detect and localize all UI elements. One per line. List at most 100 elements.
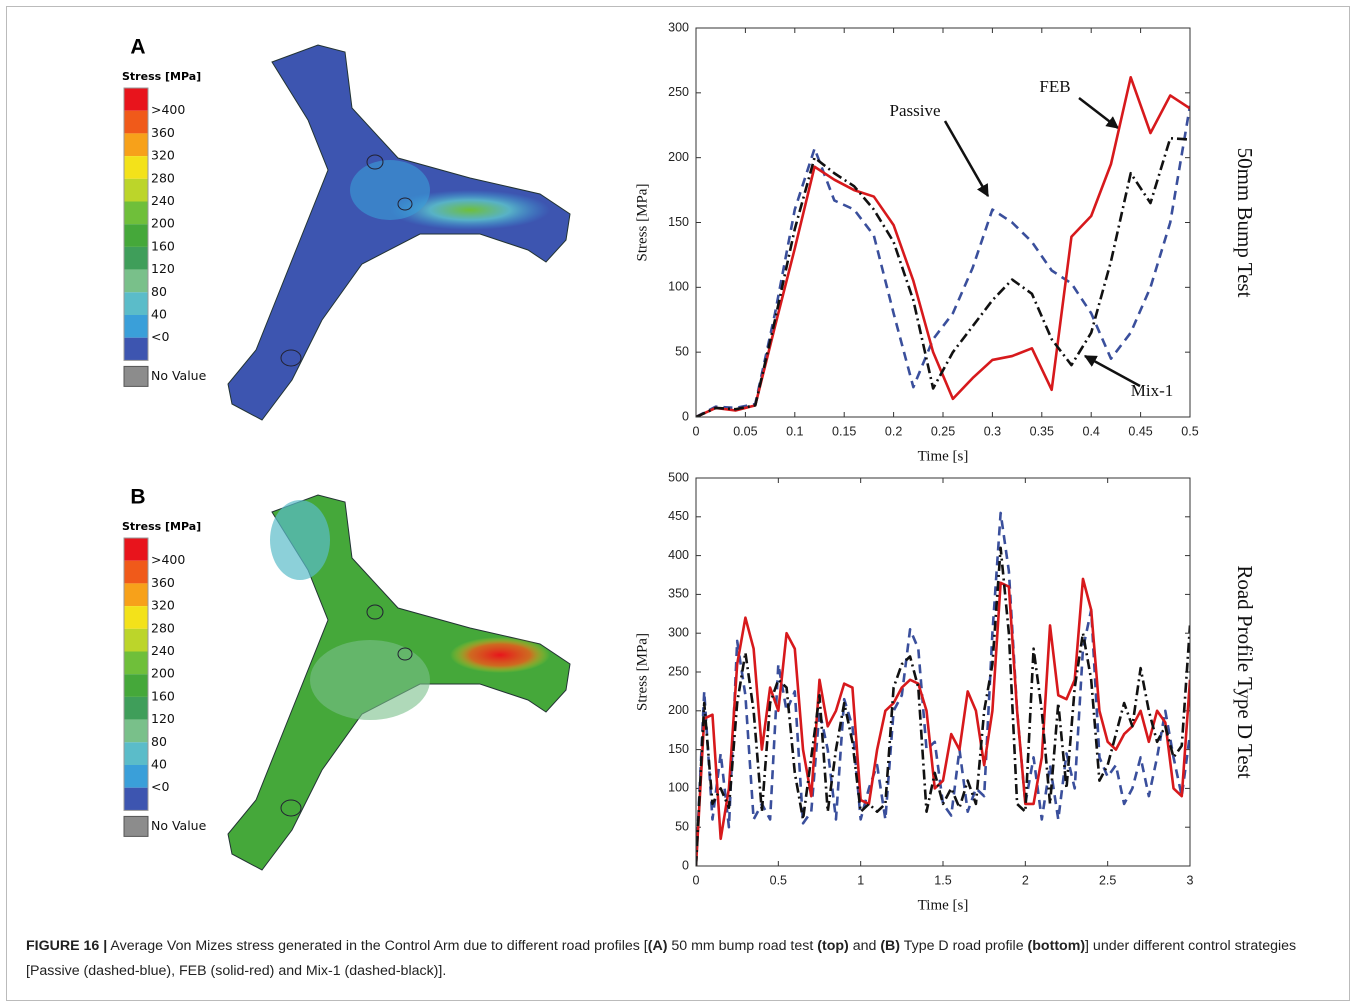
legend-swatch [124, 652, 148, 675]
legend-swatch [124, 111, 148, 134]
control-arm-b [228, 495, 570, 870]
x-tick-label: 0.15 [832, 424, 856, 438]
legend-label: 360 [151, 575, 175, 590]
legend-label: 80 [151, 734, 167, 749]
legend-title: Stress [MPa] [122, 520, 201, 533]
x-tick-label: 0.25 [931, 424, 955, 438]
legend-swatch [124, 315, 148, 338]
legend-swatch [124, 765, 148, 788]
legend-label: 200 [151, 666, 175, 681]
caption: FIGURE 16 | Average Von Mizes stress gen… [26, 934, 1326, 984]
series-line [696, 77, 1190, 417]
legend-label: 360 [151, 125, 175, 140]
caption-text: (bottom) [1028, 938, 1086, 954]
side-title: 50mm Bump Test [1233, 148, 1257, 298]
legend-swatch [124, 561, 148, 584]
side-title: Road Profile Type D Test [1233, 565, 1257, 778]
x-tick-label: 0.1 [786, 424, 803, 438]
legend-label: 240 [151, 193, 175, 208]
caption-text: (A) [648, 938, 668, 954]
legend-label: 80 [151, 284, 167, 299]
legend-label: 200 [151, 216, 175, 231]
annotation: FEB [1039, 77, 1070, 96]
annotation: Passive [890, 101, 941, 120]
panel-label: B [130, 486, 145, 509]
x-tick-label: 0.5 [1181, 424, 1198, 438]
legend-swatch [124, 270, 148, 293]
legend-swatch [124, 179, 148, 202]
legend-label: 40 [151, 757, 167, 772]
legend-swatch [124, 788, 148, 811]
x-tick-label: 2 [1022, 873, 1029, 887]
x-axis-label: Time [s] [918, 897, 969, 913]
legend-label: <0 [151, 779, 169, 794]
y-tick-label: 250 [668, 85, 689, 99]
caption-text: (B) [880, 938, 900, 954]
annotation-arrow [945, 121, 988, 196]
y-tick-label: 150 [668, 742, 689, 756]
legend-label: 320 [151, 148, 175, 163]
legend-label: >400 [151, 102, 185, 117]
legend-label: 120 [151, 261, 175, 276]
legend-title: Stress [MPa] [122, 70, 201, 83]
y-axis-label: Stress [MPa] [634, 633, 650, 711]
legend-label: >400 [151, 552, 185, 567]
legend-label: 160 [151, 688, 175, 703]
legend-label: <0 [151, 329, 169, 344]
x-tick-label: 0.05 [733, 424, 757, 438]
legend-label: 280 [151, 170, 175, 185]
legend-swatch [124, 88, 148, 111]
x-tick-label: 0.5 [770, 873, 787, 887]
legend-label: 160 [151, 238, 175, 253]
x-tick-label: 0 [693, 424, 700, 438]
legend-swatch [124, 606, 148, 629]
x-tick-label: 0.45 [1128, 424, 1152, 438]
x-tick-label: 2.5 [1099, 873, 1116, 887]
x-tick-label: 3 [1187, 873, 1194, 887]
x-tick-label: 1 [857, 873, 864, 887]
figure: Passive FEB Mix-1 AStress [MPa]>40036032… [0, 0, 1357, 1007]
x-tick-label: 1.5 [934, 873, 951, 887]
legend-swatch [124, 202, 148, 225]
y-tick-label: 200 [668, 703, 689, 717]
axes-box [696, 28, 1190, 417]
y-tick-label: 100 [668, 781, 689, 795]
legend-label: 40 [151, 307, 167, 322]
y-tick-label: 200 [668, 150, 689, 164]
legend-swatch [124, 674, 148, 697]
y-tick-label: 350 [668, 587, 689, 601]
y-tick-label: 150 [668, 215, 689, 229]
legend-label: No Value [151, 368, 207, 383]
y-tick-label: 300 [668, 20, 689, 34]
caption-text: 50 mm bump road test [667, 938, 817, 954]
legend-no-value [124, 366, 148, 386]
legend-label: 280 [151, 620, 175, 635]
series-line [696, 579, 1190, 866]
caption-text: Type D road profile [900, 938, 1028, 954]
y-axis-label: Stress [MPa] [634, 184, 650, 262]
y-tick-label: 250 [668, 664, 689, 678]
y-tick-label: 0 [682, 409, 689, 423]
y-tick-label: 450 [668, 509, 689, 523]
x-axis-label: Time [s] [918, 448, 969, 464]
y-tick-label: 0 [682, 858, 689, 872]
x-tick-label: 0.35 [1030, 424, 1054, 438]
legend-swatch [124, 224, 148, 247]
legend-swatch [124, 156, 148, 179]
x-tick-label: 0 [693, 873, 700, 887]
y-tick-label: 50 [675, 344, 689, 358]
caption-text: (top) [817, 938, 849, 954]
panel-label: A [130, 36, 145, 59]
legend-no-value [124, 816, 148, 836]
legend-swatch [124, 133, 148, 156]
x-tick-label: 0.4 [1083, 424, 1100, 438]
legend-swatch [124, 720, 148, 743]
legend-label: No Value [151, 818, 207, 833]
annotation-arrow [1085, 356, 1140, 386]
y-tick-label: 500 [668, 470, 689, 484]
legend-label: 120 [151, 711, 175, 726]
x-tick-label: 0.2 [885, 424, 902, 438]
legend-swatch [124, 583, 148, 606]
legend-swatch [124, 538, 148, 561]
legend-swatch [124, 292, 148, 315]
